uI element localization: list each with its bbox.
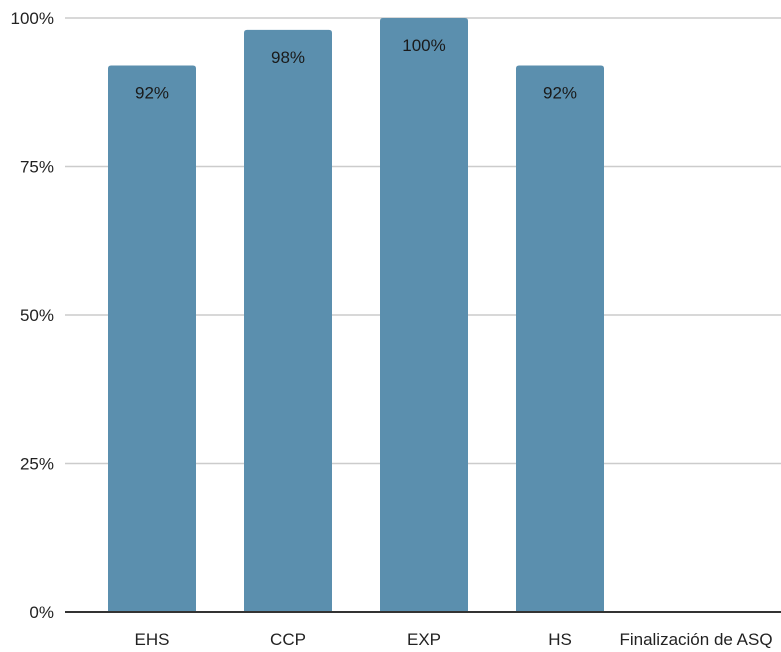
bars: [108, 18, 604, 612]
x-tick-label: Finalización de ASQ: [619, 630, 772, 649]
y-tick-label: 25%: [20, 455, 54, 474]
data-label: 100%: [402, 36, 445, 55]
data-label: 92%: [543, 84, 577, 103]
bar-exp: [380, 18, 468, 612]
bar-hs: [516, 65, 604, 612]
bar-ehs: [108, 65, 196, 612]
x-tick-label: EHS: [135, 630, 170, 649]
y-tick-label: 50%: [20, 306, 54, 325]
y-tick-label: 100%: [11, 9, 54, 28]
bar-ccp: [244, 29, 332, 612]
y-tick-label: 75%: [20, 158, 54, 177]
x-tick-label: EXP: [407, 630, 441, 649]
x-tick-label: HS: [548, 630, 572, 649]
y-tick-label: 0%: [29, 603, 54, 622]
x-tick-label: CCP: [270, 630, 306, 649]
labels: 0% 25% 50% 75% 100% 92% EHS 98% CCP 100% EXP 92% HS F…: [11, 9, 773, 649]
data-label: 92%: [135, 84, 169, 103]
data-label: 98%: [271, 48, 305, 67]
